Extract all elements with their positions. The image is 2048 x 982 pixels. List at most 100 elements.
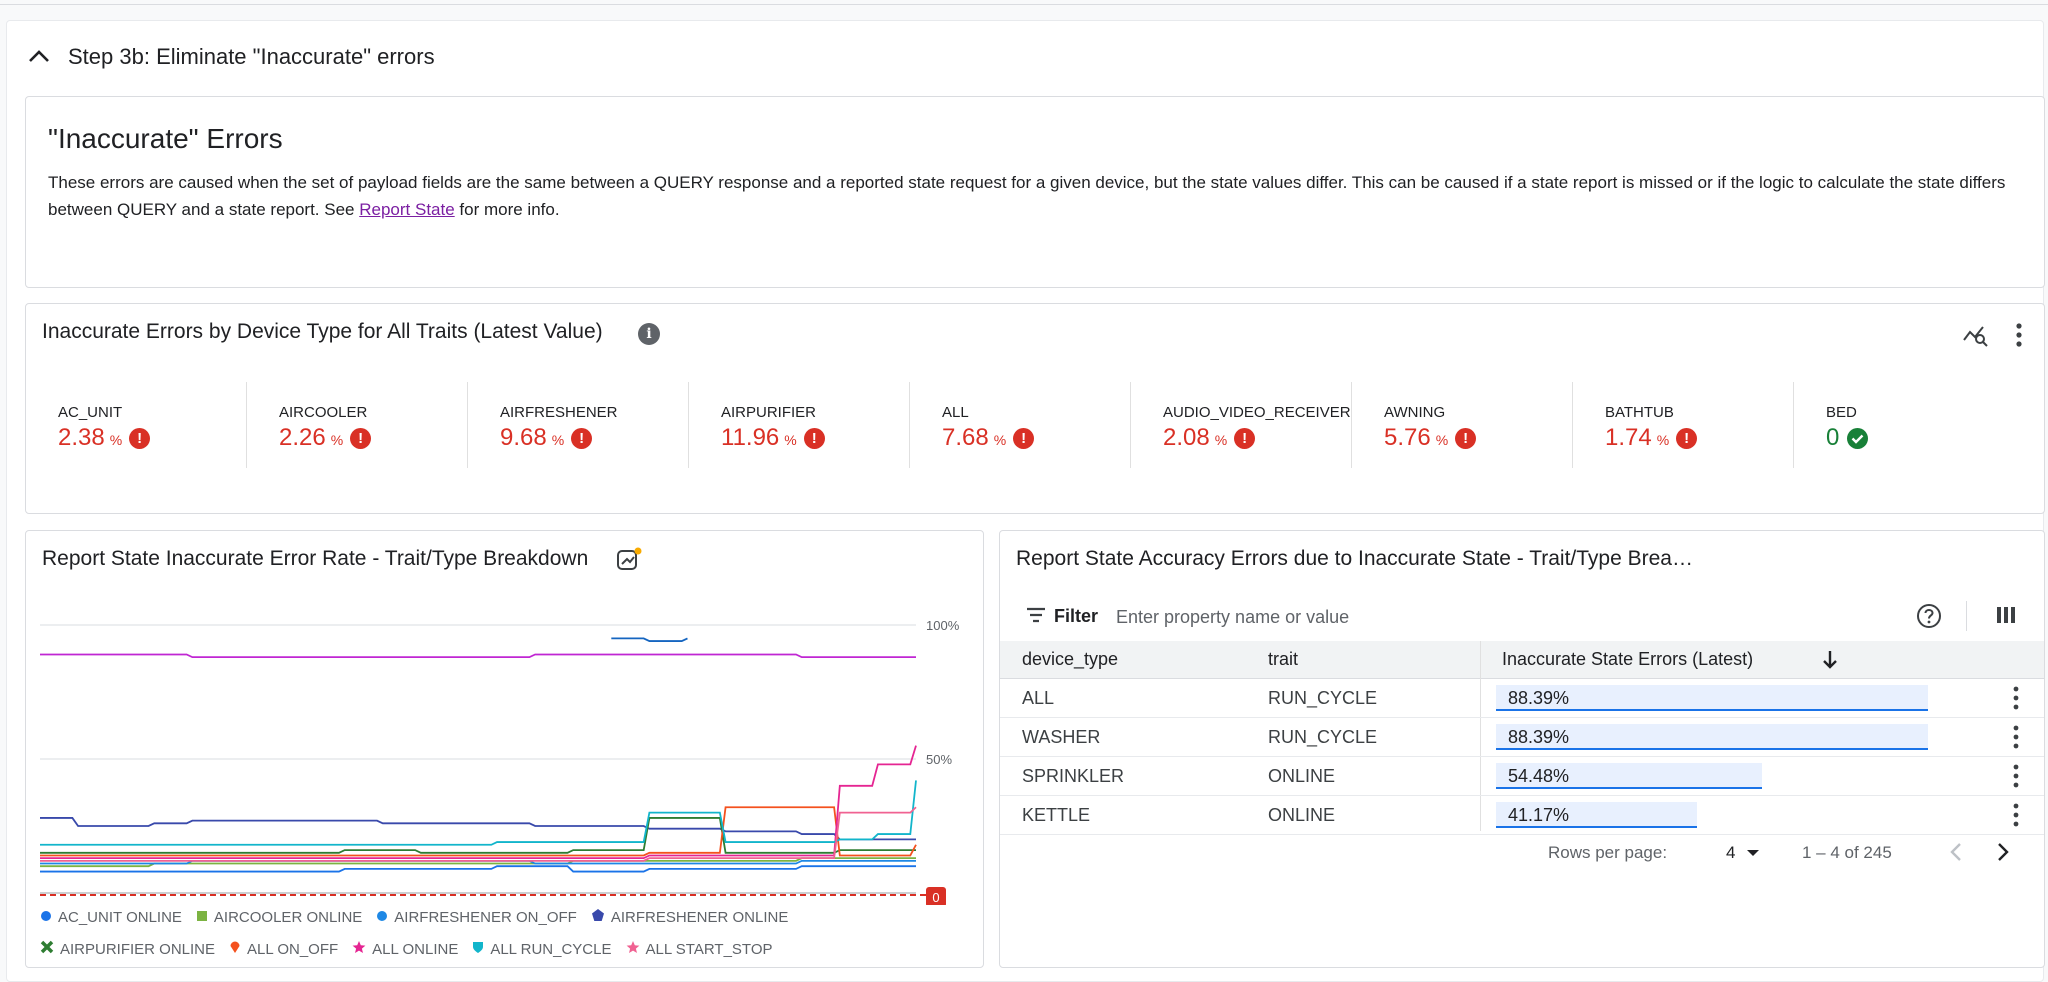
kpi-tile[interactable]: AIRCOOLER 2.26%!	[247, 382, 468, 468]
legend-marker-icon	[196, 909, 208, 926]
kpi-number: 2.08	[1163, 424, 1210, 451]
legend-label: AC_UNIT ONLINE	[58, 908, 182, 926]
kpi-number: 2.26	[279, 424, 326, 451]
error-icon: !	[1455, 427, 1477, 449]
table-row[interactable]: SPRINKLER ONLINE 54.48%	[1000, 757, 2044, 796]
error-icon: !	[1234, 427, 1256, 449]
table-header: device_type trait Inaccurate State Error…	[1000, 641, 2044, 679]
kpi-tile[interactable]: ALL 7.68%!	[910, 382, 1131, 468]
cell-device-type: ALL	[1022, 687, 1055, 708]
kpi-label: AIRCOOLER	[279, 404, 368, 421]
error-icon: !	[1676, 427, 1698, 449]
row-more-vert-icon[interactable]	[2004, 802, 2028, 828]
info-text: These errors are caused when the set of …	[48, 169, 2028, 223]
explore-chart-icon[interactable]	[1960, 320, 1990, 350]
legend-row: AC_UNIT ONLINE AIRCOOLER ONLINE AIRFRESHEN…	[40, 901, 970, 933]
cell-device-type: WASHER	[1022, 726, 1101, 747]
kpi-value: 7.68%!	[942, 424, 1035, 452]
kpi-label: AWNING	[1384, 404, 1446, 421]
kpi-unit: %	[784, 432, 797, 448]
kpi-tile[interactable]: AUDIO_VIDEO_RECEIVER 2.08%!	[1131, 382, 1352, 468]
line-chart-title: Report State Inaccurate Error Rate - Tra…	[42, 547, 589, 570]
table-row[interactable]: WASHER RUN_CYCLE 88.39%	[1000, 718, 2044, 757]
legend-item[interactable]: ALL RUN_CYCLE	[472, 940, 612, 958]
cell-trait: ONLINE	[1268, 804, 1336, 825]
help-icon[interactable]	[1914, 601, 1944, 631]
row-more-vert-icon[interactable]	[2004, 685, 2028, 711]
legend-item[interactable]: AIRFRESHENER ONLINE	[591, 908, 788, 926]
kpi-unit: %	[1214, 432, 1228, 448]
rows-per-page-value: 4	[1726, 843, 1736, 862]
inaccurate-errors-info-card: "Inaccurate" Errors These errors are cau…	[25, 96, 2045, 288]
row-more-vert-icon[interactable]	[2004, 724, 2028, 750]
x-tick-label: UTC-7	[40, 903, 78, 905]
legend-marker-icon	[591, 908, 605, 926]
legend-item[interactable]: AIRCOOLER ONLINE	[196, 909, 362, 926]
series-line	[40, 806, 917, 862]
chevron-left-icon[interactable]	[1942, 837, 1972, 867]
cell-trait: RUN_CYCLE	[1268, 687, 1378, 708]
cell-device-type: KETTLE	[1022, 804, 1091, 825]
series-line	[611, 637, 688, 642]
kpi-label: BED	[1826, 404, 1857, 421]
step-header[interactable]: Step 3b: Eliminate "Inaccurate" errors	[24, 42, 435, 72]
legend-item[interactable]: AC_UNIT ONLINE	[40, 909, 182, 926]
chevron-right-icon[interactable]	[1988, 837, 2018, 867]
row-more-vert-icon[interactable]	[2004, 763, 2028, 789]
kpi-number: 0	[1826, 424, 1840, 451]
legend-marker-icon	[40, 909, 52, 926]
line-chart-card: Report State Inaccurate Error Rate - Tra…	[25, 530, 984, 968]
table-row[interactable]: KETTLE ONLINE 41.17%	[1000, 796, 2044, 835]
data-table: device_type trait Inaccurate State Error…	[1000, 641, 2044, 835]
cell-error-bar: 88.39%	[1496, 685, 1928, 713]
more-vert-icon[interactable]	[2004, 320, 2034, 350]
threshold-badge	[926, 887, 946, 905]
kpi-value: 2.38%!	[58, 424, 151, 452]
kpi-tile[interactable]: AIRPURIFIER 11.96%!	[689, 382, 910, 468]
kpi-tile[interactable]: BATHTUB 1.74%!	[1573, 382, 1794, 468]
kpi-tile[interactable]: BED 0	[1794, 382, 2014, 468]
legend-item[interactable]: ALL ON_OFF	[229, 940, 338, 958]
filter-icon[interactable]	[1024, 603, 1054, 633]
legend-marker-icon	[229, 940, 241, 958]
cell-device-type: SPRINKLER	[1022, 765, 1125, 786]
legend-item[interactable]: ALL ONLINE	[352, 940, 458, 958]
step-title: Step 3b: Eliminate "Inaccurate" errors	[68, 44, 435, 69]
legend-label: ALL START_STOP	[645, 940, 773, 958]
filter-bar: Filter	[1000, 591, 2044, 641]
chevron-up-icon[interactable]	[24, 42, 54, 72]
y-tick-label: 100%	[926, 618, 960, 633]
legend-item[interactable]: AIRPURIFIER ONLINE	[40, 940, 215, 958]
col-trait[interactable]: trait	[1268, 649, 1299, 669]
rows-per-page-label: Rows per page:	[1548, 843, 1668, 862]
series-line	[40, 745, 917, 860]
columns-icon[interactable]	[1994, 603, 2024, 633]
table-row[interactable]: ALL RUN_CYCLE 88.39%	[1000, 679, 2044, 718]
filter-input[interactable]	[1114, 599, 1598, 635]
x-tick-label: Apr 20	[802, 903, 840, 905]
legend-marker-icon	[376, 909, 388, 926]
x-tick-label: Apr 19	[677, 903, 715, 905]
kpi-tile[interactable]: AC_UNIT 2.38%!	[26, 382, 247, 468]
kpi-value: 5.76%!	[1384, 424, 1477, 452]
kpi-label: AIRPURIFIER	[721, 404, 817, 421]
line-chart-plot[interactable]: 100% 50% 0 UTC-7 Apr 15 Apr 16 Apr 17 Apr 18 Apr…	[26, 575, 983, 905]
legend-item[interactable]: ALL START_STOP	[626, 940, 773, 958]
legend-item[interactable]: AIRFRESHENER ON_OFF	[376, 909, 577, 926]
kpi-tile[interactable]: AIRFRESHENER 9.68%!	[468, 382, 689, 468]
kpi-unit: %	[551, 432, 565, 448]
col-inaccurate-errors[interactable]: Inaccurate State Errors (Latest)	[1502, 649, 1754, 669]
report-state-link[interactable]: Report State	[359, 200, 455, 219]
rows-per-page-select[interactable]: 4	[1726, 843, 1760, 863]
kpi-list: AC_UNIT 2.38%! AIRCOOLER 2.26%! AIRFRESHENER…	[26, 382, 2044, 468]
legend-label: ALL ONLINE	[372, 940, 459, 958]
series-line	[40, 780, 917, 846]
kpi-tile[interactable]: AWNING 5.76%!	[1352, 382, 1573, 468]
arrow-down-icon[interactable]	[1820, 649, 1840, 676]
info-icon[interactable]: i	[638, 323, 660, 345]
pagination: Rows per page: 4 1 – 4 of 245	[1000, 831, 2044, 871]
threshold-label: 0	[932, 890, 939, 905]
col-device-type[interactable]: device_type	[1022, 649, 1119, 669]
insights-icon[interactable]	[614, 545, 644, 575]
cell-error-bar: 41.17%	[1496, 802, 1697, 830]
